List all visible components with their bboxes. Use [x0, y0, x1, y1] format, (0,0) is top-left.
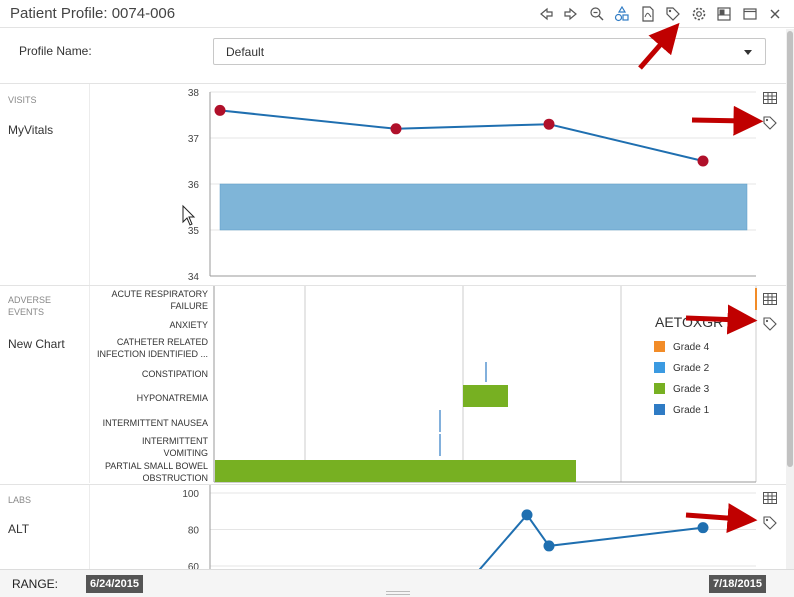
vitals-panel: VISITS MyVitals 38 37 36 35 34: [0, 83, 786, 285]
panel-category: LABS: [8, 495, 32, 505]
alt-series-line: [478, 513, 704, 569]
window-title: Patient Profile: 0074-006: [10, 5, 176, 22]
y-tick-label: 80: [188, 526, 200, 537]
tag-icon[interactable]: [661, 4, 687, 24]
zoom-out-icon[interactable]: [584, 4, 610, 24]
small-bowel-obstruction-bar: [215, 460, 576, 482]
forward-icon[interactable]: [559, 4, 585, 24]
toolbar: [533, 4, 788, 24]
layout-icon[interactable]: [712, 4, 738, 24]
ae-term-label: HYPONATREMIA: [137, 393, 208, 403]
labs-panel: LABS ALT 100 80 60: [0, 484, 786, 569]
back-icon[interactable]: [533, 4, 559, 24]
range-label: RANGE:: [12, 577, 59, 591]
profile-row: Profile Name: Default: [0, 29, 786, 75]
tag-icon[interactable]: [762, 316, 778, 332]
vitals-chart: 38 37 36 35 34: [188, 88, 756, 283]
shapes-icon[interactable]: [610, 4, 636, 24]
legend-swatch: [654, 383, 665, 394]
legend-label: Grade 4: [673, 342, 710, 353]
vitals-data-point[interactable]: [390, 123, 402, 135]
hyponatremia-bar: [463, 385, 508, 407]
panel-name: New Chart: [8, 337, 65, 351]
legend-label: Grade 3: [673, 384, 710, 395]
close-icon[interactable]: [763, 4, 789, 24]
profile-name-select[interactable]: Default: [213, 38, 766, 65]
y-tick-label: 36: [188, 180, 200, 191]
panel-category: ADVERSE EVENTS: [8, 295, 52, 317]
adverse-events-chart: ACUTE RESPIRATORY FAILURE ANXIETY CATHETER …: [97, 286, 757, 483]
window-icon[interactable]: [737, 4, 763, 24]
panel-name: MyVitals: [8, 123, 54, 137]
y-tick-label: 100: [182, 489, 199, 500]
ae-term-label: INTERMITTENT VOMITING: [142, 436, 208, 458]
legend-label: Grade 1: [673, 405, 710, 416]
vitals-data-point[interactable]: [543, 118, 555, 130]
ae-term-label: CATHETER RELATED INFECTION IDENTIFIED ...: [97, 337, 209, 359]
profile-name-label: Profile Name:: [19, 44, 92, 58]
labs-chart: 100 80 60: [182, 485, 756, 569]
adverse-events-panel: ADVERSE EVENTS New Chart ACUTE RESPIRATO…: [0, 285, 786, 483]
range-end-date[interactable]: 7/18/2015: [709, 575, 766, 593]
panel-sidebar: LABS ALT: [0, 485, 90, 569]
legend-swatch: [654, 404, 665, 415]
panel-category: VISITS: [8, 95, 37, 105]
caret-down-icon: [744, 50, 752, 55]
gear-icon[interactable]: [686, 4, 712, 24]
scrollbar-thumb[interactable]: [787, 31, 793, 467]
title-bar: Patient Profile: 0074-006: [0, 0, 794, 28]
normal-range-band: [219, 183, 748, 231]
y-tick-label: 37: [188, 134, 200, 145]
ae-term-label: ANXIETY: [169, 320, 208, 330]
y-tick-label: 38: [188, 88, 200, 99]
legend-swatch: [654, 341, 665, 352]
tag-icon[interactable]: [762, 515, 778, 531]
ae-term-label: CONSTIPATION: [142, 369, 208, 379]
vertical-scrollbar[interactable]: [786, 29, 794, 569]
tag-icon[interactable]: [762, 115, 778, 131]
vitals-series-line: [219, 109, 704, 162]
alt-data-point[interactable]: [697, 522, 709, 534]
table-icon[interactable]: [762, 291, 778, 307]
profile-name-value: Default: [226, 45, 265, 59]
panel-name: ALT: [8, 522, 30, 536]
legend-swatch: [654, 362, 665, 373]
legend-label: Grade 2: [673, 363, 710, 374]
legend-title: AETOXGR: [655, 314, 723, 330]
y-tick-label: 60: [188, 562, 200, 569]
y-tick-label: 34: [188, 272, 200, 283]
table-icon[interactable]: [762, 90, 778, 106]
ae-term-label: INTERMITTENT NAUSEA: [103, 418, 208, 428]
panel-sidebar: VISITS MyVitals: [0, 84, 90, 285]
table-icon[interactable]: [762, 490, 778, 506]
range-start-date[interactable]: 6/24/2015: [86, 575, 143, 593]
ae-term-label: PARTIAL SMALL BOWEL OBSTRUCTION: [105, 461, 208, 483]
alt-data-point[interactable]: [521, 509, 533, 521]
resize-handle[interactable]: [386, 591, 410, 595]
ae-term-label: ACUTE RESPIRATORY FAILURE: [111, 289, 208, 311]
range-bar: RANGE: 6/24/2015 7/18/2015: [0, 569, 794, 597]
y-tick-label: 35: [188, 226, 200, 237]
vitals-data-point[interactable]: [697, 155, 709, 167]
vitals-data-point[interactable]: [214, 104, 226, 116]
alt-data-point[interactable]: [543, 540, 555, 552]
panel-sidebar: ADVERSE EVENTS New Chart: [0, 286, 90, 483]
pdf-icon[interactable]: [635, 4, 661, 24]
